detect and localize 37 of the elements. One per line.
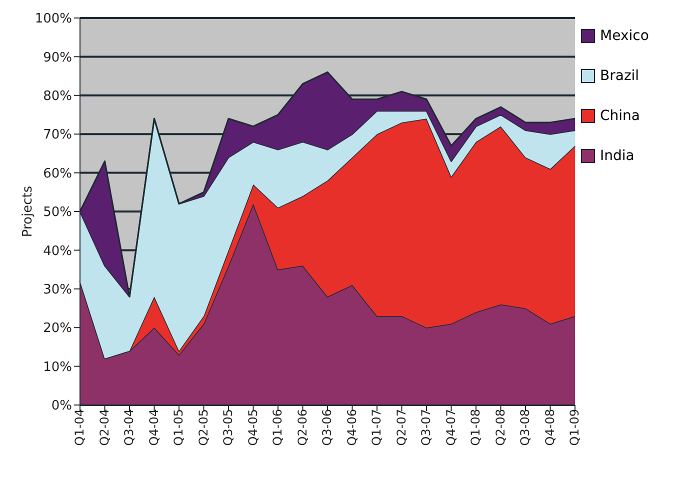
x-tick-label: Q2-07 bbox=[394, 409, 408, 446]
x-tick-label: Q4-05 bbox=[246, 409, 260, 446]
x-tick-label: Q1-07 bbox=[370, 409, 384, 446]
legend-label: India bbox=[600, 148, 634, 164]
y-tick-label: 40% bbox=[43, 244, 72, 259]
x-tick-label: Q1-08 bbox=[468, 409, 483, 446]
x-tick-label: Q1-05 bbox=[172, 409, 186, 446]
x-tick-label: Q3-06 bbox=[320, 409, 334, 446]
x-tick-label: Q1-04 bbox=[72, 409, 87, 446]
y-tick-label: 80% bbox=[43, 89, 72, 104]
x-tick-label: Q2-06 bbox=[295, 409, 310, 446]
x-tick-label: Q3-07 bbox=[419, 409, 434, 446]
x-tick-label: Q2-04 bbox=[97, 409, 112, 446]
y-tick-label: 0% bbox=[51, 398, 72, 414]
legend-label: Brazil bbox=[600, 68, 640, 84]
x-tick-label: Q2-08 bbox=[493, 409, 508, 446]
x-tick-label: Q4-08 bbox=[542, 409, 557, 446]
x-tick-label: Q4-06 bbox=[344, 409, 359, 446]
y-tick-label: 60% bbox=[43, 166, 72, 182]
x-tick-label: Q1-06 bbox=[270, 409, 285, 446]
x-tick-label: Q3-04 bbox=[122, 409, 136, 446]
x-tick-label: Q3-05 bbox=[221, 409, 236, 446]
y-axis-title: Projects bbox=[20, 186, 36, 238]
y-tick-label: 30% bbox=[43, 282, 72, 298]
x-tick-label: Q3-08 bbox=[518, 409, 532, 446]
y-tick-label: 20% bbox=[43, 321, 72, 336]
y-tick-label: 100% bbox=[34, 12, 72, 27]
y-tick-label: 50% bbox=[43, 205, 72, 220]
y-tick-label: 10% bbox=[43, 360, 72, 375]
y-tick-label: 70% bbox=[43, 128, 72, 143]
legend-label: Mexico bbox=[600, 28, 649, 44]
x-tick-label: Q4-07 bbox=[444, 409, 458, 446]
x-tick-label: Q2-05 bbox=[196, 409, 210, 446]
x-tick-label: Q4-04 bbox=[146, 409, 161, 446]
legend-label: China bbox=[600, 108, 640, 124]
y-tick-label: 90% bbox=[43, 50, 72, 66]
x-tick-label: Q1-09 bbox=[568, 409, 582, 446]
